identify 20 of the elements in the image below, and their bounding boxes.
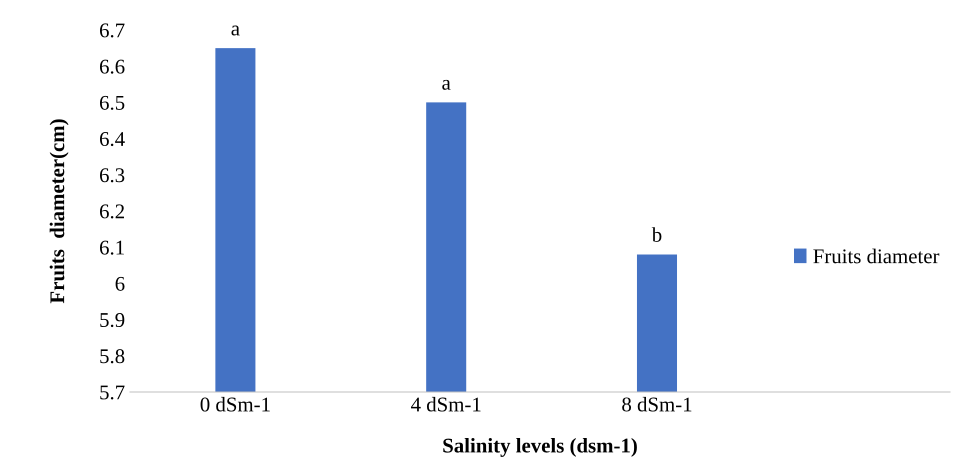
x-tick-label: 8 dSm-1 [622,396,692,412]
x-tick-label: 0 dSm-1 [200,396,270,412]
x-tick-label: 4 dSm-1 [411,396,481,412]
y-tick-label: 6.5 [100,96,124,110]
y-tick-label: 5.7 [100,386,125,400]
y-axis-title: Fruits diameter(cm) [50,119,69,304]
y-tick-label: 5.8 [100,349,124,364]
y-tick-label: 5.9 [100,313,124,328]
y-tick-label: 6.1 [100,240,124,255]
y-tick-label: 6.6 [100,60,125,74]
annotation: a [232,26,240,36]
y-tick-label: 6.3 [100,168,124,182]
y-tick-label: 6.7 [100,23,125,38]
legend-label: Fruits diameter [813,248,940,264]
x-axis-title: Salinity levels (dsm-1) [443,438,637,457]
y-tick-label: 6.2 [100,204,124,219]
y-tick-label: 6 [116,276,125,291]
annotation: a [442,80,451,90]
annotation: b [652,227,662,242]
y-tick-label: 6.4 [100,132,125,146]
